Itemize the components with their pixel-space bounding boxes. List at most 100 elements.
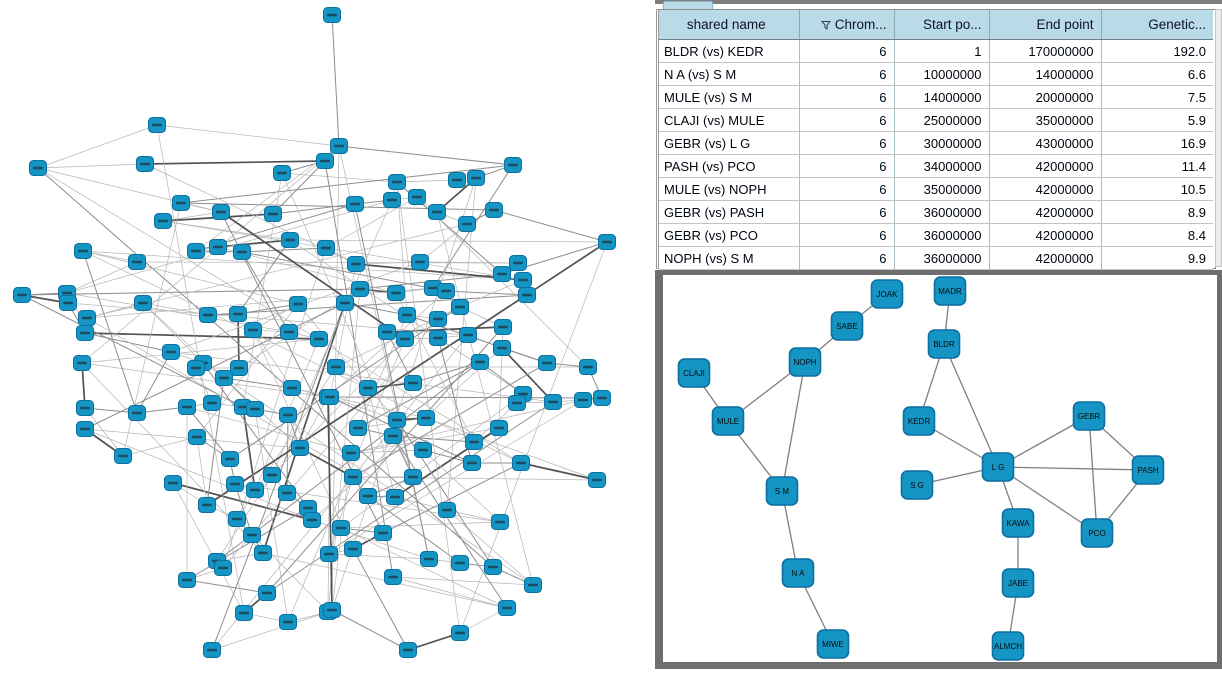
network-node[interactable] <box>128 254 146 270</box>
network-node[interactable] <box>134 295 152 311</box>
network-node[interactable] <box>359 380 377 396</box>
table-row[interactable]: PASH (vs) PCO 6 34000000 42000000 11.4 <box>659 154 1213 178</box>
column-header-start-point[interactable]: Start po... <box>894 10 990 40</box>
network-node[interactable] <box>490 420 508 436</box>
network-node[interactable] <box>388 412 406 428</box>
network-node[interactable] <box>408 189 426 205</box>
network-node[interactable] <box>76 421 94 437</box>
network-node[interactable] <box>283 380 301 396</box>
network-node[interactable] <box>291 440 309 456</box>
column-header-genetic[interactable]: Genetic... <box>1101 10 1213 40</box>
network-node[interactable] <box>383 192 401 208</box>
network-node[interactable] <box>384 428 402 444</box>
network-node[interactable] <box>471 354 489 370</box>
network-node[interactable] <box>246 401 264 417</box>
network-node[interactable] <box>378 324 396 340</box>
network-node[interactable] <box>524 577 542 593</box>
network-node[interactable] <box>386 489 404 505</box>
network-node[interactable] <box>321 389 339 405</box>
network-node[interactable] <box>273 165 291 181</box>
network-node[interactable] <box>544 394 562 410</box>
network-node[interactable] <box>398 307 416 323</box>
network-node[interactable] <box>384 569 402 585</box>
network-node[interactable]: CLAJI <box>677 358 711 388</box>
network-node[interactable]: S M <box>765 476 799 506</box>
column-header-chromosome[interactable]: Chrom... <box>799 10 895 40</box>
table-row[interactable]: BLDR (vs) KEDR 6 1 170000000 192.0 <box>659 39 1213 63</box>
network-node[interactable] <box>226 476 244 492</box>
network-node[interactable] <box>258 585 276 601</box>
network-node[interactable] <box>29 160 47 176</box>
network-node[interactable] <box>493 266 511 282</box>
network-node[interactable] <box>178 572 196 588</box>
network-node[interactable] <box>279 407 297 423</box>
network-node[interactable] <box>76 325 94 341</box>
network-node[interactable] <box>263 467 281 483</box>
network-node[interactable] <box>438 502 456 518</box>
network-node[interactable] <box>162 344 180 360</box>
table-row[interactable]: MULE (vs) NOPH 6 35000000 42000000 10.5 <box>659 177 1213 201</box>
network-node[interactable] <box>458 216 476 232</box>
network-node[interactable] <box>78 310 96 326</box>
network-node[interactable] <box>351 281 369 297</box>
table-row[interactable]: CLAJI (vs) MULE 6 25000000 35000000 5.9 <box>659 108 1213 132</box>
network-node[interactable] <box>199 307 217 323</box>
network-node[interactable] <box>494 319 512 335</box>
hairball-network[interactable] <box>0 0 655 669</box>
column-header-end-point[interactable]: End point <box>989 10 1102 40</box>
network-node[interactable]: SABE <box>830 311 864 341</box>
network-node[interactable] <box>459 327 477 343</box>
network-node[interactable] <box>342 445 360 461</box>
network-node[interactable] <box>465 434 483 450</box>
network-node[interactable] <box>280 324 298 340</box>
network-node[interactable] <box>448 172 466 188</box>
network-node[interactable] <box>214 560 232 576</box>
network-node[interactable] <box>327 359 345 375</box>
network-node[interactable] <box>76 400 94 416</box>
table-row[interactable]: MULE (vs) S M 6 14000000 20000000 7.5 <box>659 85 1213 109</box>
network-node[interactable] <box>230 360 248 376</box>
network-node[interactable] <box>396 331 414 347</box>
network-node[interactable] <box>485 202 503 218</box>
network-node[interactable] <box>154 213 172 229</box>
network-node[interactable] <box>579 359 597 375</box>
network-node[interactable] <box>346 196 364 212</box>
network-node[interactable] <box>289 296 307 312</box>
network-node[interactable] <box>323 7 341 23</box>
network-node[interactable] <box>359 488 377 504</box>
network-node[interactable] <box>244 322 262 338</box>
network-node[interactable] <box>420 551 438 567</box>
network-node[interactable] <box>411 254 429 270</box>
network-node[interactable] <box>243 527 261 543</box>
network-node[interactable] <box>493 340 511 356</box>
network-node[interactable] <box>246 482 264 498</box>
network-node[interactable] <box>148 117 166 133</box>
overview-network[interactable]: JOAK MADR SABE BLDR NOPH CLAJI MULE KEDR GEBR L G… <box>655 270 1222 669</box>
network-node[interactable]: GEBR <box>1072 401 1106 431</box>
network-node[interactable] <box>588 472 606 488</box>
network-node[interactable] <box>374 525 392 541</box>
network-node[interactable] <box>593 390 611 406</box>
network-node[interactable] <box>451 555 469 571</box>
network-node[interactable] <box>198 497 216 513</box>
network-node[interactable] <box>437 283 455 299</box>
network-node[interactable]: S G <box>900 470 934 500</box>
network-node[interactable] <box>316 153 334 169</box>
network-node[interactable] <box>215 370 233 386</box>
network-node[interactable] <box>429 330 447 346</box>
network-node[interactable] <box>233 244 251 260</box>
network-node[interactable] <box>188 429 206 445</box>
network-node[interactable]: JABE <box>1001 568 1035 598</box>
network-node[interactable] <box>221 451 239 467</box>
filter-icon[interactable] <box>820 18 831 33</box>
network-node[interactable] <box>254 545 272 561</box>
network-node[interactable]: MIWE <box>816 629 850 659</box>
network-node[interactable]: JOAK <box>870 279 904 309</box>
network-node[interactable]: KEDR <box>902 406 936 436</box>
network-node[interactable]: N A <box>781 558 815 588</box>
network-node[interactable] <box>498 600 516 616</box>
network-node[interactable] <box>264 206 282 222</box>
network-node[interactable] <box>74 243 92 259</box>
network-node[interactable]: L G <box>981 452 1015 482</box>
network-node[interactable]: PASH <box>1131 455 1165 485</box>
